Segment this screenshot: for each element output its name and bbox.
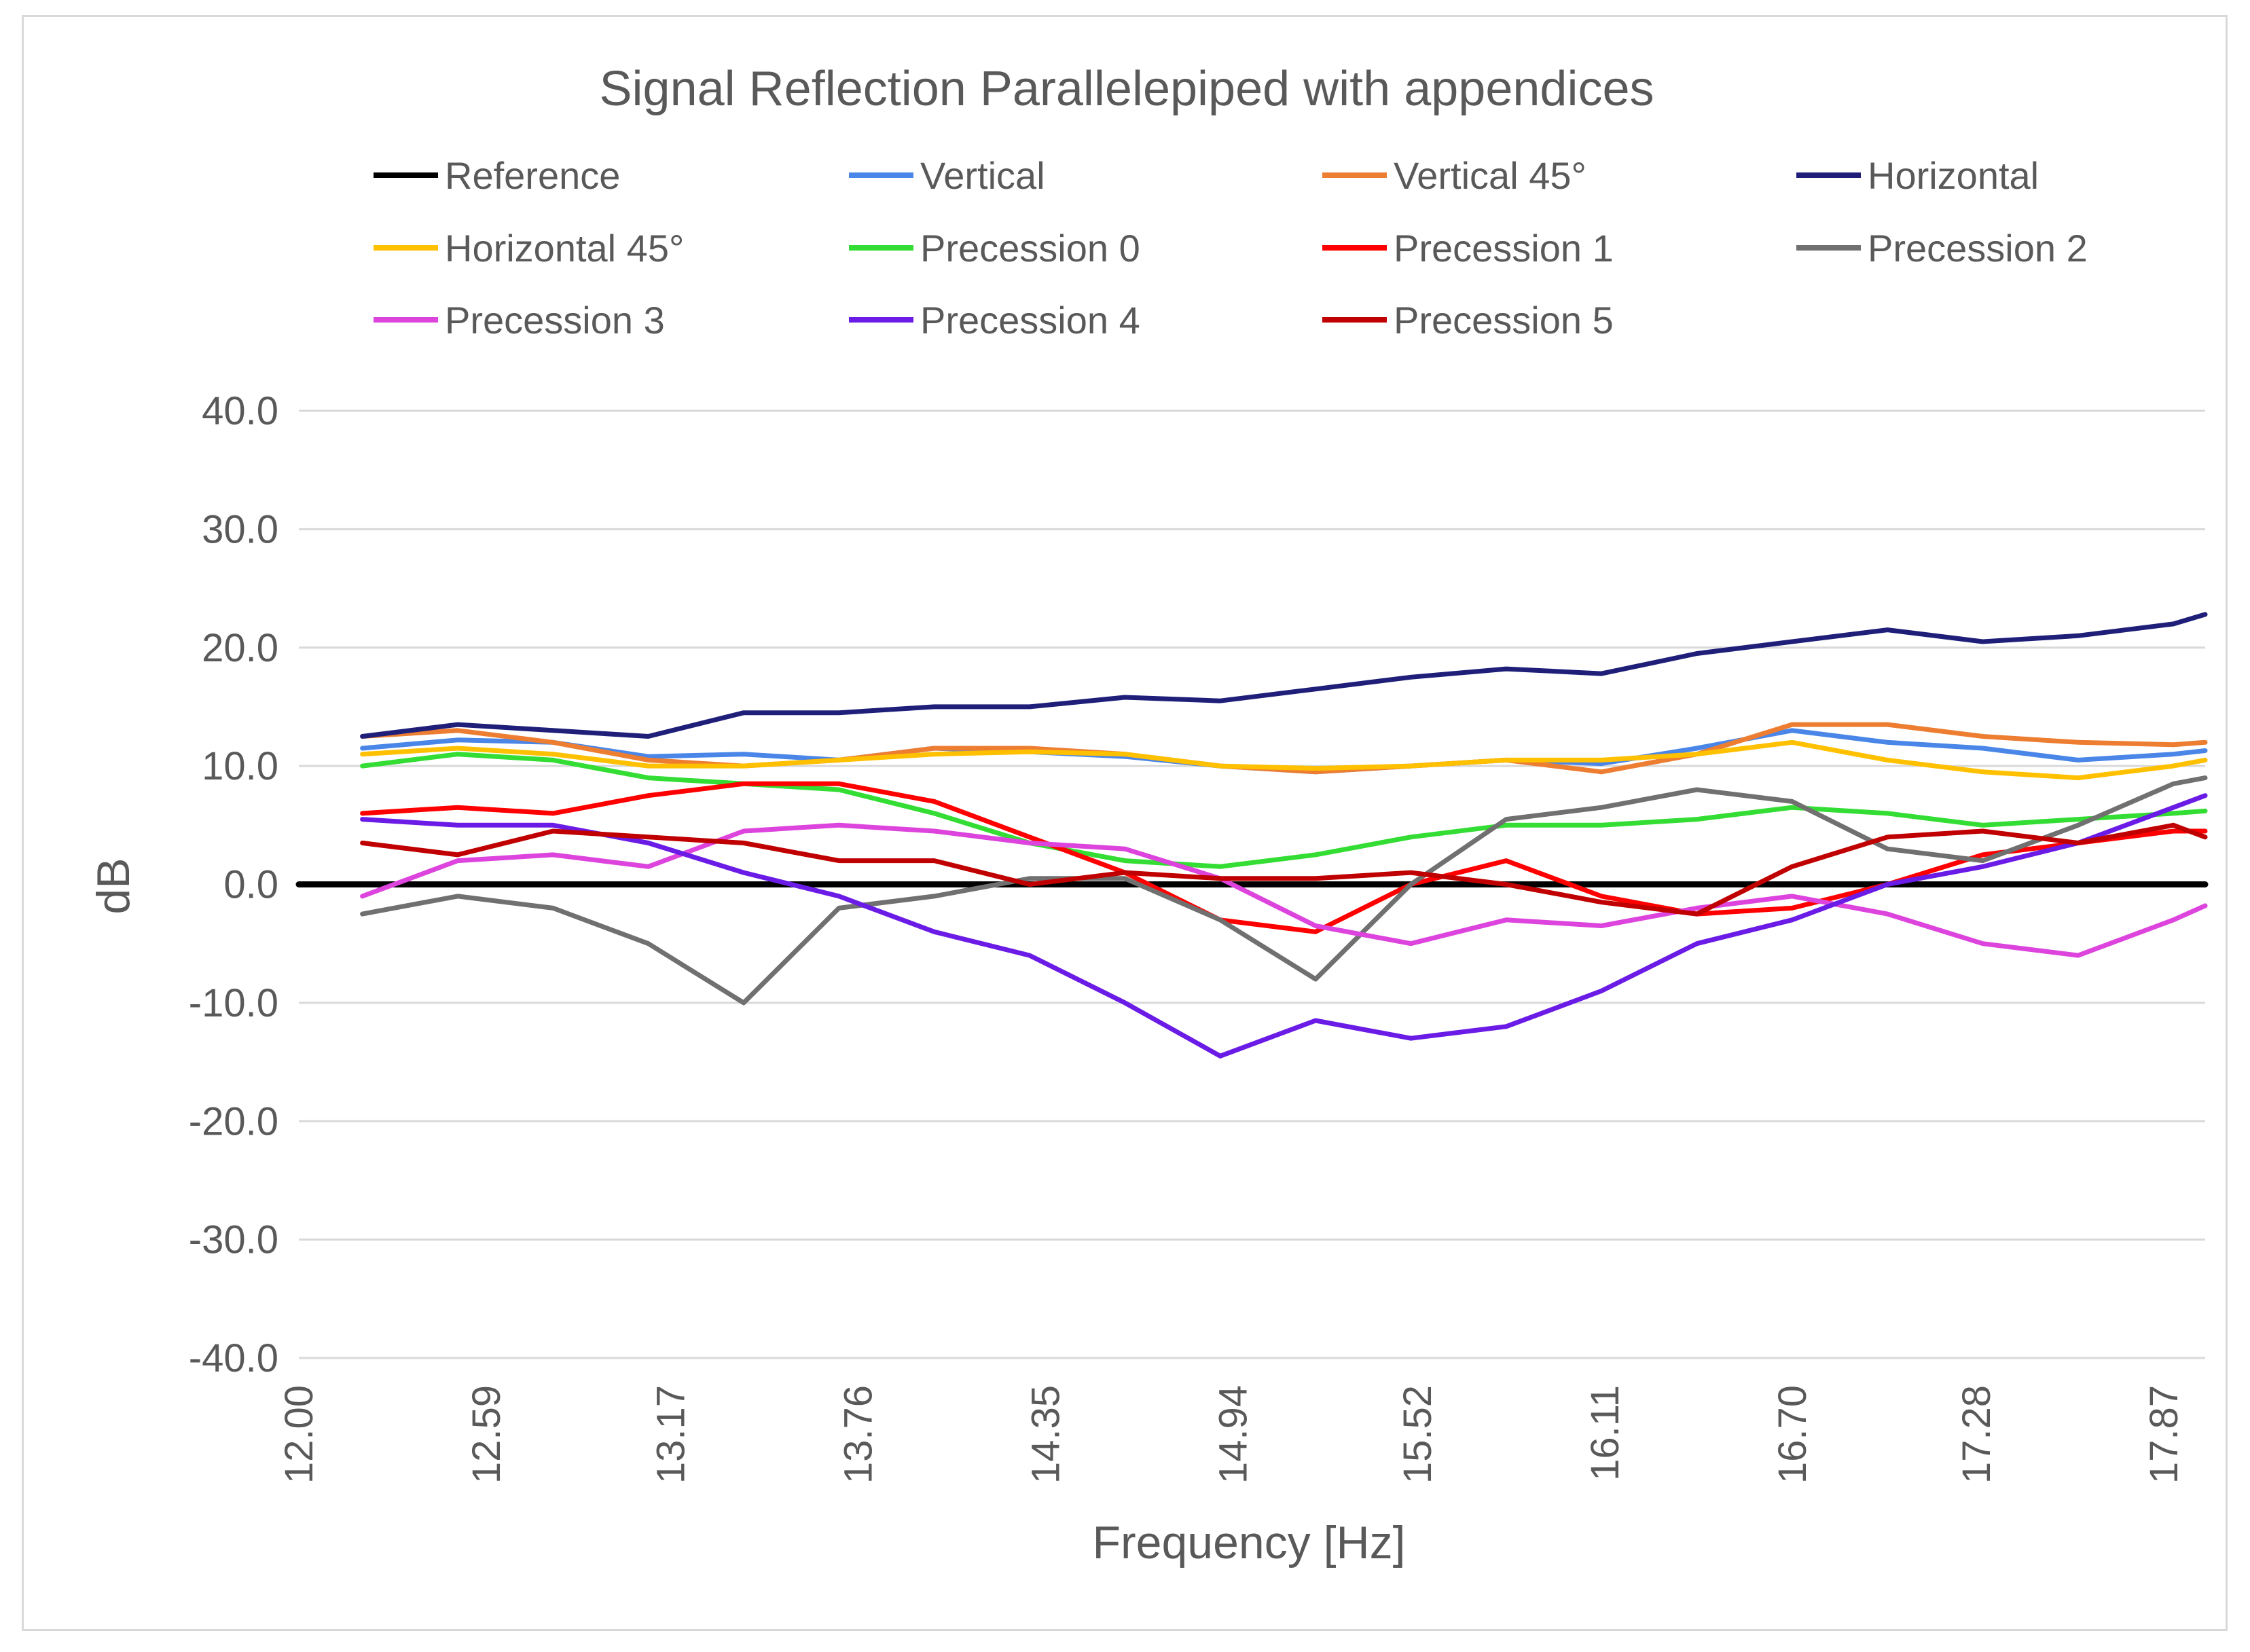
series-line bbox=[360, 822, 2208, 958]
y-tick-label: 30.0 bbox=[202, 507, 278, 551]
y-axis-label: dB bbox=[88, 858, 139, 914]
legend-label: Precession 1 bbox=[1394, 227, 1614, 270]
legend-label: Horizontal 45° bbox=[445, 227, 684, 270]
legend-label: Precession 4 bbox=[920, 299, 1140, 342]
grid-lines bbox=[299, 409, 2205, 1359]
x-axis-ticks: 12.00 12.59 13.17 13.76 14.35 14.94 15.52 16.11… bbox=[277, 1385, 2186, 1484]
legend-label: Vertical bbox=[920, 154, 1045, 197]
chart-title: Signal Reflection Parallelepiped with ap… bbox=[600, 62, 1654, 116]
x-tick-label: 17.87 bbox=[2142, 1385, 2186, 1484]
x-tick-label: 16.70 bbox=[1771, 1385, 1815, 1484]
legend-label: Horizontal bbox=[1868, 154, 2039, 197]
x-axis-label: Frequency [Hz] bbox=[1092, 1517, 1405, 1568]
series-group bbox=[295, 612, 2209, 1059]
y-tick-label: 20.0 bbox=[202, 626, 278, 670]
x-tick-label: 14.35 bbox=[1023, 1385, 1068, 1484]
series-line bbox=[360, 739, 2208, 781]
chart-frame: Signal Reflection Parallelepiped with ap… bbox=[22, 15, 2228, 1631]
series-line bbox=[360, 822, 2208, 917]
series-line bbox=[360, 612, 2208, 739]
legend-label: Precession 2 bbox=[1868, 227, 2088, 270]
legend-label: Precession 0 bbox=[920, 227, 1140, 270]
y-tick-label: 0.0 bbox=[223, 863, 278, 907]
series-line bbox=[360, 752, 2208, 869]
x-tick-label: 13.17 bbox=[649, 1385, 693, 1484]
x-tick-label: 13.76 bbox=[836, 1385, 880, 1484]
x-tick-label: 14.94 bbox=[1211, 1385, 1255, 1484]
y-tick-label: -10.0 bbox=[189, 981, 278, 1025]
legend-label: Reference bbox=[445, 154, 620, 197]
x-tick-label: 17.28 bbox=[1955, 1385, 1999, 1484]
legend-label: Vertical 45° bbox=[1394, 154, 1586, 197]
chart-svg: Signal Reflection Parallelepiped with ap… bbox=[88, 62, 2209, 1568]
series-line bbox=[360, 781, 2208, 934]
series-line bbox=[360, 722, 2208, 775]
x-tick-label: 16.11 bbox=[1583, 1385, 1627, 1481]
y-tick-label: 10.0 bbox=[202, 744, 278, 788]
x-tick-label: 15.52 bbox=[1396, 1385, 1440, 1484]
series-line bbox=[360, 793, 2208, 1059]
y-tick-label: -40.0 bbox=[189, 1336, 278, 1380]
series-line bbox=[360, 775, 2208, 1006]
x-tick-label: 12.00 bbox=[277, 1385, 321, 1484]
y-axis-ticks: 40.0 30.0 20.0 10.0 0.0 -10.0 -20.0 -30.0 -40.0 bbox=[189, 389, 278, 1380]
y-tick-label: -30.0 bbox=[189, 1218, 278, 1262]
legend-label: Precession 3 bbox=[445, 299, 665, 342]
legend: Reference Vertical Vertical 45° Horizontal H… bbox=[374, 154, 2088, 342]
legend-label: Precession 5 bbox=[1394, 299, 1614, 342]
y-tick-label: 40.0 bbox=[202, 389, 278, 433]
x-tick-label: 12.59 bbox=[465, 1385, 509, 1484]
y-tick-label: -20.0 bbox=[189, 1099, 278, 1143]
